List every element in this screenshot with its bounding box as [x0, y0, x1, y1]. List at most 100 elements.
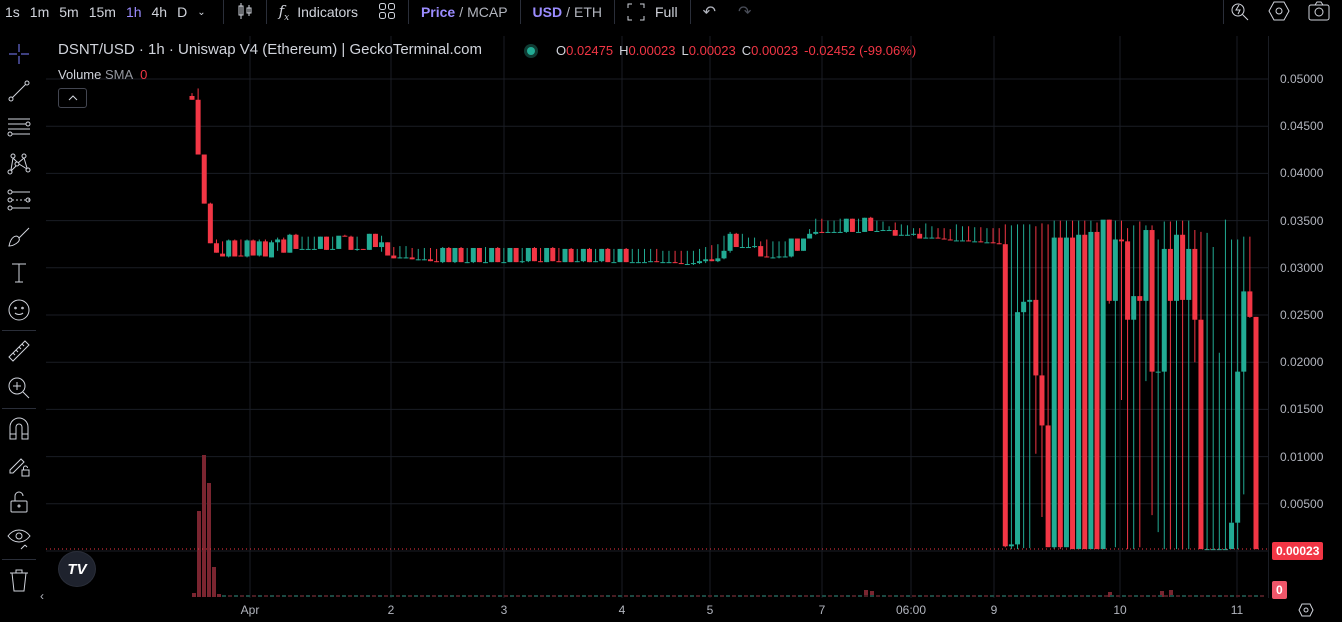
- price-option[interactable]: Price: [420, 4, 456, 20]
- toolbar-divider: [2, 408, 36, 409]
- tv-logo-icon: TV: [67, 560, 87, 578]
- indicators-label: Indicators: [297, 4, 358, 20]
- settings-hex-icon[interactable]: [1268, 1, 1290, 24]
- fib-tool[interactable]: [0, 182, 38, 219]
- toolbar-divider: [2, 330, 36, 331]
- volume-legend[interactable]: Volume SMA 0: [58, 67, 147, 82]
- sma-label: SMA: [105, 67, 133, 82]
- eth-option[interactable]: ETH: [574, 4, 602, 20]
- fib-icon: [7, 189, 31, 211]
- text-tool[interactable]: [0, 255, 38, 292]
- price-tick: 0.02000: [1280, 355, 1324, 370]
- tradingview-logo[interactable]: TV: [58, 551, 96, 587]
- chart-legend: DSNT/USD · 1h · Uniswap V4 (Ethereum) | …: [58, 41, 482, 58]
- fullscreen-button[interactable]: Full: [627, 3, 678, 21]
- mcap-option[interactable]: MCAP: [467, 4, 508, 20]
- pencil-lock-icon: [9, 458, 30, 477]
- ohlc-values: O0.02475 H0.00023 L0.00023 C0.00023 -0.0…: [524, 43, 916, 58]
- quick-search-icon[interactable]: [1230, 1, 1250, 24]
- time-scale-settings-icon[interactable]: [1298, 603, 1314, 622]
- eye-icon: [7, 529, 31, 550]
- divider: [265, 0, 267, 24]
- time-label: 3: [500, 603, 508, 617]
- zoom-in-tool[interactable]: [0, 370, 38, 407]
- hide-drawings-tool[interactable]: [0, 521, 38, 558]
- price-chart[interactable]: [46, 36, 1268, 598]
- zoom-in-icon: [8, 377, 30, 399]
- layout-grid-icon[interactable]: [378, 2, 396, 23]
- time-label: Apr: [240, 603, 260, 617]
- tf-5m[interactable]: 5m: [59, 4, 79, 20]
- horizontal-lines-tool[interactable]: [0, 109, 38, 146]
- camera-icon[interactable]: [1308, 0, 1330, 24]
- undo-icon[interactable]: ↶: [702, 4, 716, 21]
- price-mcap-toggle[interactable]: Price / MCAP: [421, 4, 508, 20]
- divider: [1223, 0, 1224, 24]
- open-value: 0.02475: [566, 43, 614, 58]
- time-label: 11: [1230, 603, 1244, 617]
- price-tick: 0.05000: [1280, 72, 1324, 86]
- slash: /: [566, 4, 570, 20]
- time-label: 10: [1113, 603, 1127, 617]
- tf-1m[interactable]: 1m: [29, 4, 50, 20]
- time-label: 5: [706, 603, 714, 617]
- volume-label: Volume: [58, 67, 102, 82]
- crosshair-tool[interactable]: [0, 36, 38, 73]
- last-price-badge: 0.00023: [1272, 542, 1324, 560]
- close-key: C: [741, 43, 752, 58]
- time-label: 2: [387, 603, 395, 617]
- collapse-legend-button[interactable]: [58, 88, 87, 108]
- tf-1h[interactable]: 1h: [125, 4, 142, 20]
- emoji-tool[interactable]: [0, 292, 38, 329]
- price-tick: 0.04500: [1280, 119, 1324, 134]
- candle-type-icon[interactable]: [236, 2, 254, 23]
- smiley-icon: [8, 299, 30, 321]
- fx-icon: fx: [278, 1, 290, 23]
- delete-tool[interactable]: [0, 562, 38, 599]
- usd-eth-toggle[interactable]: USD / ETH: [533, 4, 602, 20]
- tf-4h[interactable]: 4h: [151, 4, 168, 20]
- tf-15m[interactable]: 15m: [88, 4, 116, 20]
- time-label: 4: [618, 603, 626, 617]
- usd-option[interactable]: USD: [532, 4, 563, 20]
- ruler-icon: [8, 340, 30, 362]
- lock-drawings-tool[interactable]: [0, 448, 38, 485]
- time-label: 7: [818, 603, 826, 617]
- pattern-icon: [7, 153, 31, 175]
- magnet-tool[interactable]: [0, 411, 38, 448]
- price-tick: 0.04000: [1280, 166, 1324, 181]
- redo-icon[interactable]: ↷: [737, 4, 752, 21]
- change-value: -0.02452 (-99.06%): [804, 43, 917, 58]
- crosshair-icon: [9, 44, 29, 65]
- brush-icon: [8, 227, 30, 247]
- lock-tool[interactable]: [0, 484, 38, 521]
- high-key: H: [619, 43, 629, 58]
- divider: [519, 0, 521, 24]
- price-tick: 0.02500: [1280, 308, 1324, 322]
- market-status-dot: [524, 43, 538, 58]
- divider: [222, 0, 224, 24]
- price-tick: 0.03000: [1280, 260, 1324, 275]
- tf-D[interactable]: D: [177, 4, 188, 20]
- time-label: 06:00: [895, 603, 927, 617]
- brush-tool[interactable]: [0, 219, 38, 256]
- indicators-button[interactable]: fx Indicators: [279, 2, 358, 23]
- price-tick: 0.03500: [1280, 213, 1324, 228]
- trend-line-tool[interactable]: [0, 73, 38, 110]
- symbol-title[interactable]: DSNT/USD · 1h · Uniswap V4 (Ethereum) | …: [58, 41, 483, 58]
- open-key: O: [556, 43, 567, 58]
- price-scale[interactable]: [1268, 36, 1342, 598]
- pattern-tool[interactable]: [0, 146, 38, 183]
- chevron-down-icon[interactable]: ⌄: [197, 6, 206, 18]
- trend-line-icon: [8, 80, 30, 102]
- drawing-toolbar: [0, 36, 38, 621]
- ruler-tool[interactable]: [0, 333, 38, 370]
- collapse-toolbar-icon[interactable]: ‹: [40, 589, 44, 603]
- slash: /: [459, 4, 464, 20]
- volume-badge: 0: [1272, 581, 1287, 599]
- high-value: 0.00023: [628, 43, 676, 58]
- tf-1s[interactable]: 1s: [5, 4, 20, 20]
- unlock-icon: [10, 491, 28, 513]
- price-tick: 0.01500: [1280, 402, 1324, 417]
- toolbar-divider: [2, 559, 36, 560]
